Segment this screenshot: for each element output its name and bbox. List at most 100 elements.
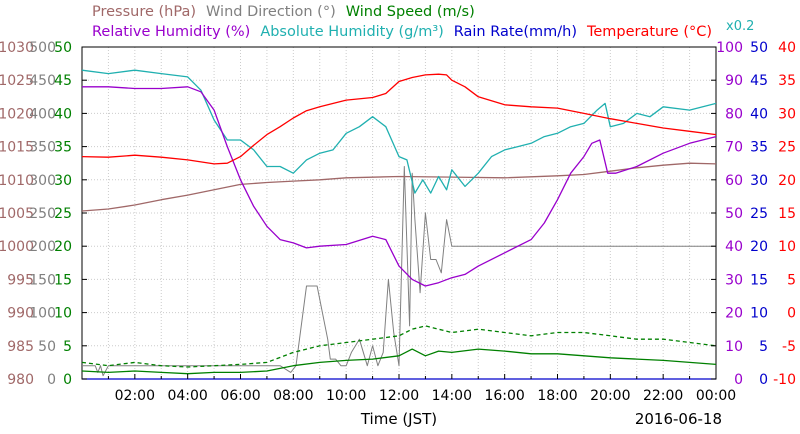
- legend: Pressure (hPa) Wind Direction (°) Wind Spe…: [92, 4, 754, 40]
- tick-label-rain: 20: [750, 239, 768, 255]
- x-tick-label: 06:00: [220, 388, 260, 404]
- tick-label-wind-speed: 15: [54, 272, 72, 288]
- tick-label-temp: 30: [778, 106, 796, 122]
- tick-label-wind-dir: 300: [29, 173, 56, 189]
- tick-label-rh: 30: [725, 272, 743, 288]
- tick-label-wind-speed: 45: [54, 73, 72, 89]
- x-tick-label: 20:00: [590, 388, 630, 404]
- tick-label-rain: 5: [759, 339, 768, 355]
- tick-label-pressure: 980: [7, 372, 34, 388]
- x-tick-label: 12:00: [379, 388, 419, 404]
- tick-label-wind-dir: 500: [29, 40, 56, 56]
- tick-label-temp: -5: [782, 339, 796, 355]
- tick-label-temp: 40: [778, 40, 796, 56]
- tick-label-wind-dir: 0: [47, 372, 56, 388]
- x-tick-label: 10:00: [326, 388, 366, 404]
- tick-label-pressure: 1030: [0, 40, 34, 56]
- legend-wind-speed: Wind Speed (m/s): [346, 4, 475, 20]
- tick-label-rain: 25: [750, 206, 768, 222]
- tick-label-rain: 45: [750, 73, 768, 89]
- legend-rain: Rain Rate(mm/h): [454, 24, 577, 40]
- tick-label-temp: 25: [778, 140, 796, 156]
- tick-label-rh: 100: [716, 40, 743, 56]
- tick-label-wind-speed: 50: [54, 40, 72, 56]
- tick-label-pressure: 1010: [0, 173, 34, 189]
- tick-label-wind-speed: 0: [63, 372, 72, 388]
- tick-label-wind-dir: 150: [29, 272, 56, 288]
- tick-label-rh: 80: [725, 106, 743, 122]
- tick-label-pressure: 995: [7, 272, 34, 288]
- tick-label-wind-dir: 350: [29, 140, 56, 156]
- tick-label-rh: 40: [725, 239, 743, 255]
- tick-label-temp: 10: [778, 239, 796, 255]
- tick-label-rain: 40: [750, 106, 768, 122]
- series-line-wind-speed: [81, 348, 717, 375]
- legend-ah-scale-suffix: x0.2: [726, 19, 754, 34]
- tick-label-wind-dir: 450: [29, 73, 56, 89]
- tick-label-rain: 10: [750, 306, 768, 322]
- tick-label-wind-dir: 200: [29, 239, 56, 255]
- tick-label-rh: 50: [725, 206, 743, 222]
- tick-label-temp: -10: [773, 372, 796, 388]
- series-line-wind-dir: [82, 166, 716, 377]
- tick-label-rh: 60: [725, 173, 743, 189]
- x-tick-label: 08:00: [273, 388, 313, 404]
- tick-label-pressure: 1015: [0, 140, 34, 156]
- grid-lines: [82, 47, 716, 379]
- tick-label-rain: 35: [750, 140, 768, 156]
- tick-label-pressure: 1025: [0, 73, 34, 89]
- tick-label-temp: 5: [787, 272, 796, 288]
- tick-label-pressure: 1005: [0, 206, 34, 222]
- tick-label-pressure: 985: [7, 339, 34, 355]
- tick-label-wind-dir: 50: [38, 339, 56, 355]
- tick-label-rain: 30: [750, 173, 768, 189]
- x-tick-label: 00:00: [696, 388, 736, 404]
- x-tick-label: 04:00: [167, 388, 207, 404]
- tick-label-rain: 15: [750, 272, 768, 288]
- series-line-ah: [81, 69, 717, 194]
- tick-label-rh: 0: [734, 372, 743, 388]
- right-axes: 1009080706050403020100504540353025201510…: [716, 40, 796, 388]
- legend-rh: Relative Humidity (%): [92, 24, 250, 40]
- tick-label-rh: 90: [725, 73, 743, 89]
- tick-label-rh: 10: [725, 339, 743, 355]
- legend-ah: Absolute Humidity (g/m³): [260, 24, 444, 40]
- tick-label-temp: 20: [778, 173, 796, 189]
- tick-label-wind-speed: 10: [54, 306, 72, 322]
- tick-label-temp: 15: [778, 206, 796, 222]
- date-label: 2016-06-18: [635, 410, 722, 428]
- tick-label-wind-dir: 400: [29, 106, 56, 122]
- legend-wind-dir: Wind Direction (°): [206, 4, 336, 20]
- x-axis-label: Time (JST): [360, 410, 437, 428]
- tick-label-rh: 70: [725, 140, 743, 156]
- tick-label-temp: 0: [787, 306, 796, 322]
- x-tick-label: 14:00: [432, 388, 472, 404]
- x-tick-label: 16:00: [484, 388, 524, 404]
- legend-pressure: Pressure (hPa): [92, 4, 196, 20]
- tick-label-rh: 20: [725, 306, 743, 322]
- tick-label-rain: 0: [759, 372, 768, 388]
- x-axis: 02:00 04:00 06:00 08:00 10:00 12:00 14:00 16:00…: [107, 374, 736, 404]
- left-axes: 1030102510201015101010051000995990985980…: [0, 40, 716, 388]
- tick-label-wind-dir: 250: [29, 206, 56, 222]
- x-tick-label: 02:00: [115, 388, 155, 404]
- tick-label-wind-speed: 35: [54, 140, 72, 156]
- tick-label-pressure: 1020: [0, 106, 34, 122]
- tick-label-wind-speed: 30: [54, 173, 72, 189]
- tick-label-pressure: 1000: [0, 239, 34, 255]
- tick-label-rain: 50: [750, 40, 768, 56]
- series-line-temp: [81, 73, 717, 165]
- tick-label-wind-speed: 20: [54, 239, 72, 255]
- series-line-wind-gust: [81, 325, 717, 368]
- tick-label-wind-speed: 40: [54, 106, 72, 122]
- series-layer: [81, 69, 717, 380]
- series-line-rh: [82, 86, 717, 287]
- tick-label-wind-dir: 100: [29, 306, 56, 322]
- tick-label-wind-speed: 25: [54, 206, 72, 222]
- tick-label-wind-speed: 5: [63, 339, 72, 355]
- legend-temp: Temperature (°C): [586, 24, 712, 40]
- x-tick-label: 22:00: [643, 388, 683, 404]
- tick-label-temp: 35: [778, 73, 796, 89]
- tick-label-pressure: 990: [7, 306, 34, 322]
